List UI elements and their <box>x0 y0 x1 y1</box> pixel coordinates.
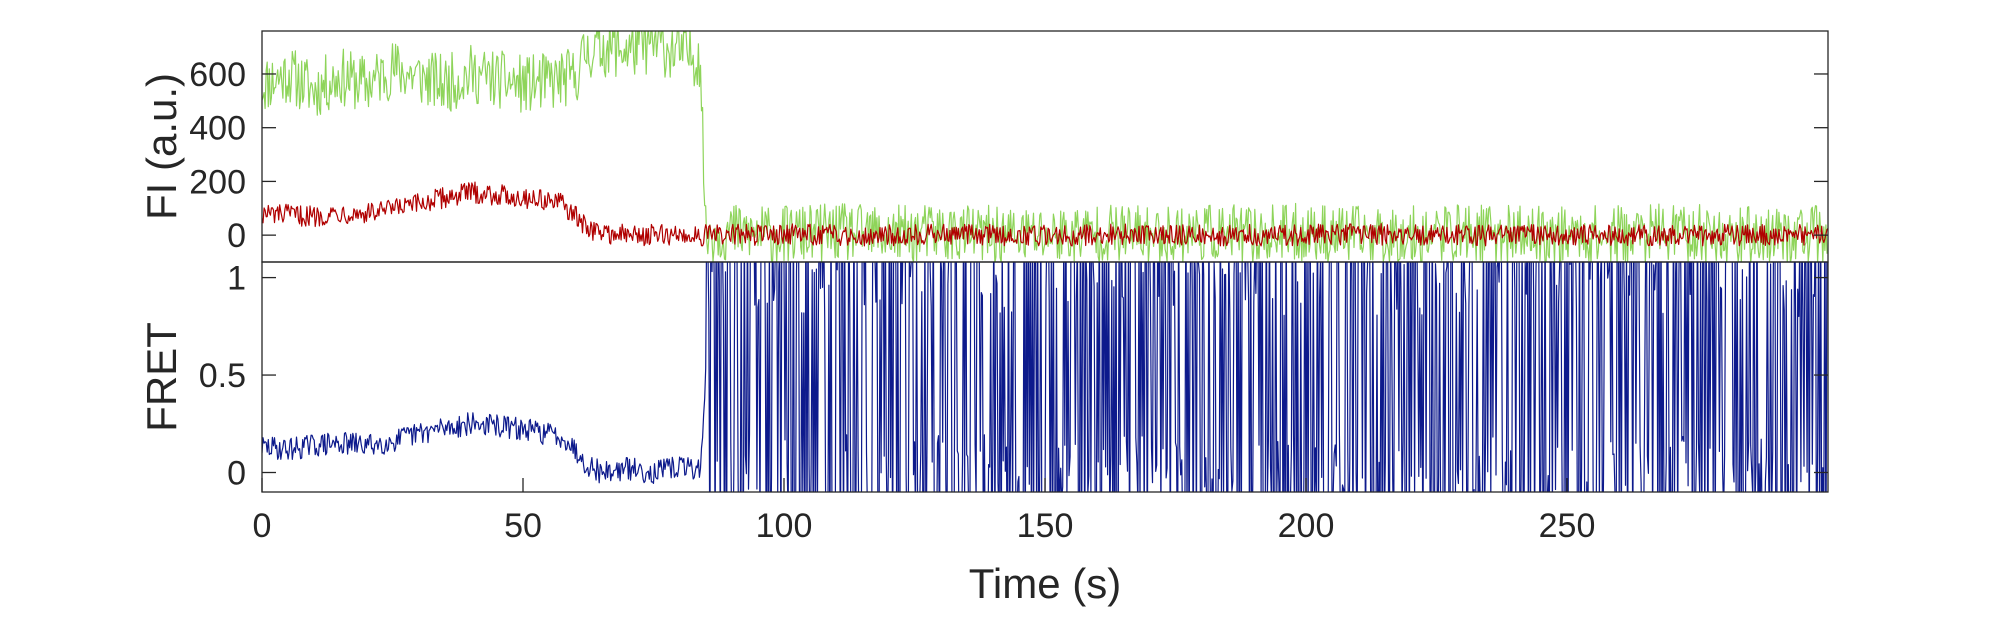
bottom-x-axis: 0 50 100 150 200 250 <box>253 478 1596 545</box>
fret-traces <box>262 262 1828 492</box>
fret-efficiency-trace <box>262 262 1828 492</box>
y-tick-label: 0 <box>227 455 246 493</box>
fluorescence-traces <box>262 31 1828 262</box>
x-axis-title: Time (s) <box>969 560 1121 607</box>
y-tick-label: 200 <box>189 163 246 201</box>
top-y-axis-title: FI (a.u.) <box>138 73 185 220</box>
acceptor-intensity-trace <box>262 181 1828 247</box>
y-tick-label: 1 <box>227 260 246 298</box>
y-tick-label: 0 <box>227 217 246 255</box>
x-tick-label: 0 <box>253 507 272 545</box>
x-tick-label: 50 <box>504 507 542 545</box>
y-tick-label: 400 <box>189 110 246 148</box>
donor-intensity-trace <box>262 31 1828 262</box>
bottom-y-axis: 00.51 <box>199 260 1828 493</box>
x-tick-label: 250 <box>1539 507 1596 545</box>
top-y-axis: 0 200 400 600 <box>189 56 1828 255</box>
fret-efficiency-plot: 00.51 0 50 100 150 200 250 FRET Time (s) <box>138 260 1829 607</box>
y-tick-label: 0.5 <box>199 357 246 395</box>
y-tick-label: 600 <box>189 56 246 94</box>
bottom-y-axis-title: FRET <box>138 322 185 432</box>
x-tick-label: 200 <box>1278 507 1335 545</box>
x-tick-label: 150 <box>1017 507 1074 545</box>
fluorescence-intensity-plot: 0 200 400 600 FI (a.u.) <box>138 30 1829 263</box>
x-tick-label: 100 <box>756 507 813 545</box>
